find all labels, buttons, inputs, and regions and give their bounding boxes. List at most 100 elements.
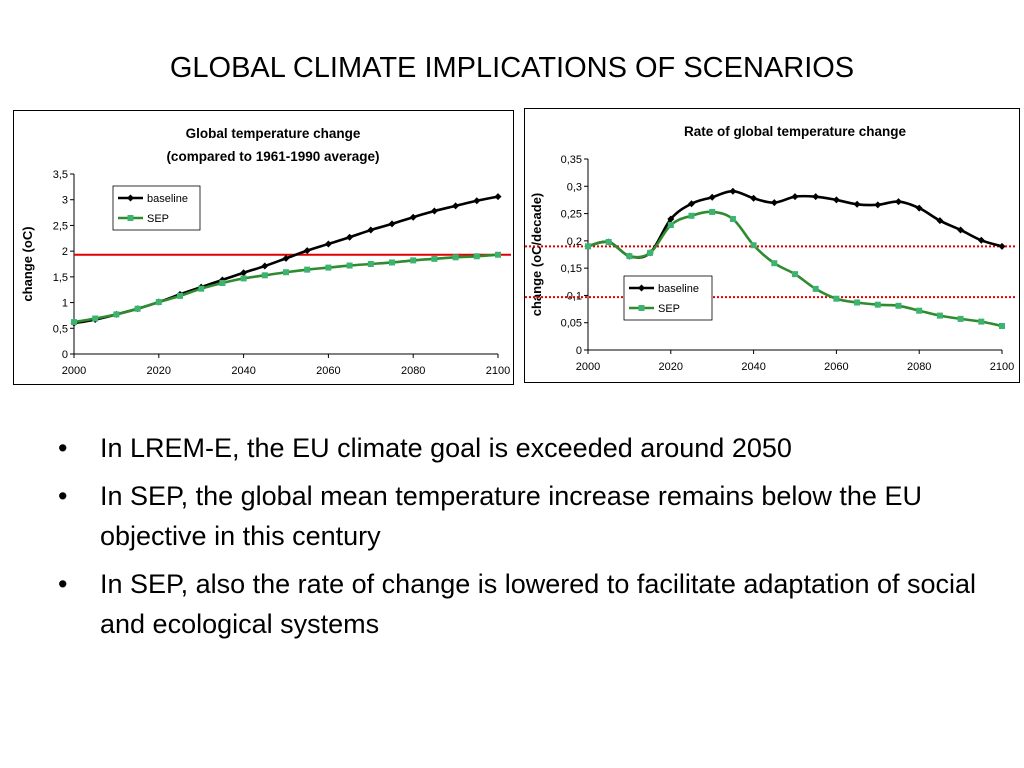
- data-point-baseline: [936, 217, 944, 225]
- data-point-sep: [113, 311, 120, 318]
- data-point-baseline: [957, 226, 965, 234]
- data-point-baseline: [708, 193, 716, 201]
- bullet-text: In LREM-E, the EU climate goal is exceed…: [100, 433, 792, 463]
- data-point-sep: [325, 264, 332, 271]
- data-point-sep: [495, 251, 501, 258]
- chart-subtitle: (compared to 1961-1990 average): [166, 149, 379, 164]
- chart-title: Global temperature change: [186, 126, 361, 141]
- data-point-sep: [647, 249, 654, 256]
- data-point-sep: [367, 261, 374, 267]
- data-point-baseline: [667, 215, 675, 223]
- x-tick-label: 2080: [401, 365, 425, 377]
- data-point-sep: [410, 257, 417, 264]
- data-point-sep: [936, 312, 943, 319]
- data-point-sep: [978, 318, 985, 325]
- data-point-baseline: [324, 240, 332, 248]
- data-point-sep: [585, 243, 591, 250]
- data-point-sep: [812, 285, 819, 292]
- data-point-sep: [750, 242, 757, 249]
- bullet-dot-icon: •: [58, 481, 68, 511]
- data-point-baseline: [895, 198, 902, 206]
- data-point-baseline: [853, 200, 861, 208]
- legend-label-sep: SEP: [147, 213, 169, 225]
- data-point-baseline: [452, 202, 460, 210]
- legend-label-baseline: baseline: [147, 193, 188, 205]
- data-point-baseline: [218, 276, 226, 284]
- data-point-sep: [833, 295, 840, 302]
- data-point-sep: [198, 285, 205, 292]
- data-point-sep: [261, 272, 268, 279]
- x-tick-label: 2060: [316, 365, 340, 377]
- x-tick-label: 2060: [824, 361, 848, 373]
- y-axis-label: change (oC/decade): [529, 193, 544, 317]
- data-point-baseline: [388, 220, 396, 228]
- data-point-baseline: [750, 194, 758, 202]
- data-point-sep: [452, 254, 459, 261]
- data-point-baseline: [998, 242, 1006, 250]
- data-point-sep: [957, 315, 964, 322]
- data-point-sep: [709, 208, 716, 215]
- x-tick-label: 2100: [486, 365, 510, 377]
- x-tick-label: 2080: [907, 361, 931, 373]
- data-point-sep: [895, 302, 902, 309]
- data-point-baseline: [303, 247, 311, 255]
- data-point-baseline: [874, 201, 882, 209]
- data-point-baseline: [473, 197, 481, 205]
- data-point-sep: [688, 212, 695, 219]
- x-tick-label: 2000: [62, 365, 86, 377]
- legend-box: [623, 275, 713, 321]
- data-point-baseline: [282, 254, 290, 262]
- temperature-rate-chart-svg: Rate of global temperature change 0 0,05 0,…: [525, 124, 1017, 373]
- temperature-rate-chart: Rate of global temperature change 0 0,05 0,…: [524, 108, 1020, 383]
- x-tick-label: 2040: [231, 365, 255, 377]
- x-tick-label: 2020: [147, 365, 171, 377]
- temperature-change-chart: Global temperature change (compared to 19…: [13, 110, 514, 385]
- data-point-baseline: [430, 207, 438, 215]
- data-point-baseline: [494, 193, 502, 201]
- data-point-sep: [999, 322, 1005, 329]
- data-point-baseline: [915, 204, 923, 212]
- data-point-sep: [304, 266, 311, 273]
- data-point-sep: [626, 253, 633, 260]
- y-tick-label: 0: [62, 349, 68, 361]
- data-point-baseline: [832, 196, 840, 204]
- y-tick-label: 2: [62, 246, 68, 258]
- series-line-baseline: [587, 189, 1003, 259]
- data-point-sep: [431, 255, 438, 262]
- data-point-sep: [605, 238, 612, 245]
- data-point-sep: [240, 275, 247, 282]
- legend-marker-baseline: [638, 284, 645, 292]
- y-tick-label: 0,35: [561, 154, 582, 166]
- data-point-baseline: [688, 200, 695, 208]
- data-point-sep: [92, 315, 99, 322]
- data-point-sep: [283, 269, 289, 276]
- data-point-sep: [854, 299, 861, 306]
- y-tick-label: 1,5: [53, 272, 68, 284]
- y-tick-label: 3,5: [53, 169, 68, 181]
- bullet-dot-icon: •: [58, 569, 68, 599]
- y-tick-label: 0,2: [567, 236, 582, 248]
- data-point-baseline: [409, 213, 417, 221]
- temperature-change-chart-svg: Global temperature change (compared to 19…: [20, 126, 511, 377]
- data-point-baseline: [367, 226, 375, 234]
- legend-marker-sep: [127, 215, 134, 221]
- x-tick-label: 2040: [741, 361, 765, 373]
- data-point-sep: [729, 216, 736, 223]
- chart-title: Rate of global temperature change: [684, 124, 907, 139]
- data-point-baseline: [729, 187, 737, 195]
- y-tick-label: 0,25: [561, 209, 582, 221]
- legend-marker-baseline: [127, 194, 134, 202]
- data-point-baseline: [261, 262, 269, 270]
- data-point-sep: [177, 292, 183, 299]
- y-tick-label: 2,5: [53, 220, 68, 232]
- x-tick-label: 2100: [990, 361, 1014, 373]
- data-point-sep: [792, 271, 798, 278]
- bullet-item: • In SEP, the global mean temperature inc…: [58, 476, 998, 556]
- y-tick-label: 1: [62, 298, 68, 310]
- y-tick-label: 0,5: [53, 323, 68, 335]
- legend-box: [112, 185, 201, 231]
- x-tick-label: 2020: [659, 361, 683, 373]
- data-point-sep: [874, 301, 881, 308]
- legend-marker-sep: [638, 305, 645, 311]
- y-tick-label: 0,3: [567, 181, 582, 193]
